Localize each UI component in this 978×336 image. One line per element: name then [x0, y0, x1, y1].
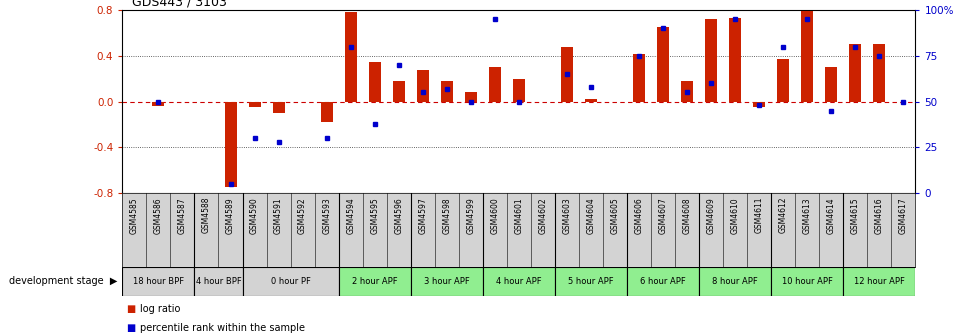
- Text: GSM4587: GSM4587: [178, 197, 187, 234]
- Text: GSM4607: GSM4607: [658, 197, 667, 234]
- Bar: [224, 101, 237, 187]
- Text: 6 hour APF: 6 hour APF: [640, 277, 686, 286]
- Bar: [848, 44, 861, 101]
- Text: 18 hour BPF: 18 hour BPF: [133, 277, 184, 286]
- Bar: [195, 267, 243, 296]
- Text: 5 hour APF: 5 hour APF: [567, 277, 613, 286]
- Text: GSM4612: GSM4612: [778, 197, 787, 234]
- Text: ■: ■: [126, 323, 135, 333]
- Text: GSM4609: GSM4609: [706, 197, 715, 234]
- Bar: [656, 27, 668, 101]
- Bar: [752, 101, 765, 108]
- Text: GSM4617: GSM4617: [898, 197, 907, 234]
- Text: 2 hour APF: 2 hour APF: [351, 277, 397, 286]
- Text: GSM4593: GSM4593: [322, 197, 331, 234]
- Bar: [704, 19, 716, 101]
- Bar: [512, 79, 524, 101]
- Bar: [482, 267, 555, 296]
- Text: GSM4603: GSM4603: [561, 197, 571, 234]
- Bar: [417, 70, 428, 101]
- Bar: [872, 44, 884, 101]
- Text: GSM4590: GSM4590: [249, 197, 259, 234]
- Bar: [698, 267, 771, 296]
- Text: GSM4614: GSM4614: [825, 197, 835, 234]
- Bar: [344, 12, 356, 101]
- Bar: [411, 267, 482, 296]
- Text: 8 hour APF: 8 hour APF: [712, 277, 757, 286]
- Bar: [800, 11, 813, 101]
- Bar: [777, 59, 788, 101]
- Bar: [729, 18, 740, 101]
- Bar: [633, 53, 645, 101]
- Text: GSM4604: GSM4604: [586, 197, 595, 234]
- Bar: [153, 101, 164, 106]
- Text: GSM4591: GSM4591: [274, 197, 283, 234]
- Text: GSM4615: GSM4615: [850, 197, 859, 234]
- Text: GSM4589: GSM4589: [226, 197, 235, 234]
- Bar: [771, 267, 842, 296]
- Text: GSM4610: GSM4610: [730, 197, 739, 234]
- Bar: [824, 67, 836, 101]
- Text: 4 hour BPF: 4 hour BPF: [196, 277, 242, 286]
- Text: GSM4597: GSM4597: [418, 197, 426, 234]
- Text: 4 hour APF: 4 hour APF: [496, 277, 541, 286]
- Text: GSM4592: GSM4592: [297, 197, 307, 234]
- Text: GSM4611: GSM4611: [754, 197, 763, 234]
- Text: GDS443 / 3103: GDS443 / 3103: [132, 0, 227, 8]
- Text: GSM4598: GSM4598: [442, 197, 451, 234]
- Text: 12 hour APF: 12 hour APF: [853, 277, 904, 286]
- Bar: [626, 267, 698, 296]
- Text: GSM4608: GSM4608: [682, 197, 690, 234]
- Text: GSM4605: GSM4605: [610, 197, 619, 234]
- Text: GSM4588: GSM4588: [201, 197, 211, 234]
- Bar: [248, 101, 260, 108]
- Text: GSM4585: GSM4585: [130, 197, 139, 234]
- Bar: [320, 101, 333, 122]
- Bar: [584, 99, 597, 101]
- Text: ■: ■: [126, 304, 135, 314]
- Text: GSM4600: GSM4600: [490, 197, 499, 234]
- Text: GSM4602: GSM4602: [538, 197, 547, 234]
- Text: GSM4606: GSM4606: [634, 197, 643, 234]
- Bar: [392, 81, 404, 101]
- Text: 10 hour APF: 10 hour APF: [781, 277, 832, 286]
- Bar: [243, 267, 338, 296]
- Bar: [465, 92, 476, 101]
- Bar: [560, 47, 572, 101]
- Text: GSM4613: GSM4613: [802, 197, 811, 234]
- Text: GSM4586: GSM4586: [154, 197, 162, 234]
- Bar: [842, 267, 914, 296]
- Bar: [272, 101, 285, 113]
- Text: GSM4616: GSM4616: [874, 197, 883, 234]
- Text: 0 hour PF: 0 hour PF: [270, 277, 310, 286]
- Bar: [369, 61, 380, 101]
- Text: GSM4595: GSM4595: [370, 197, 378, 234]
- Bar: [122, 267, 195, 296]
- Text: development stage  ▶: development stage ▶: [9, 277, 117, 286]
- Bar: [555, 267, 626, 296]
- Text: GSM4599: GSM4599: [466, 197, 475, 234]
- Bar: [440, 81, 452, 101]
- Bar: [488, 67, 501, 101]
- Text: GSM4601: GSM4601: [513, 197, 523, 234]
- Text: GSM4596: GSM4596: [394, 197, 403, 234]
- Text: 3 hour APF: 3 hour APF: [423, 277, 469, 286]
- Text: GSM4594: GSM4594: [346, 197, 355, 234]
- Text: log ratio: log ratio: [140, 304, 180, 314]
- Bar: [338, 267, 411, 296]
- Bar: [681, 81, 692, 101]
- Text: percentile rank within the sample: percentile rank within the sample: [140, 323, 305, 333]
